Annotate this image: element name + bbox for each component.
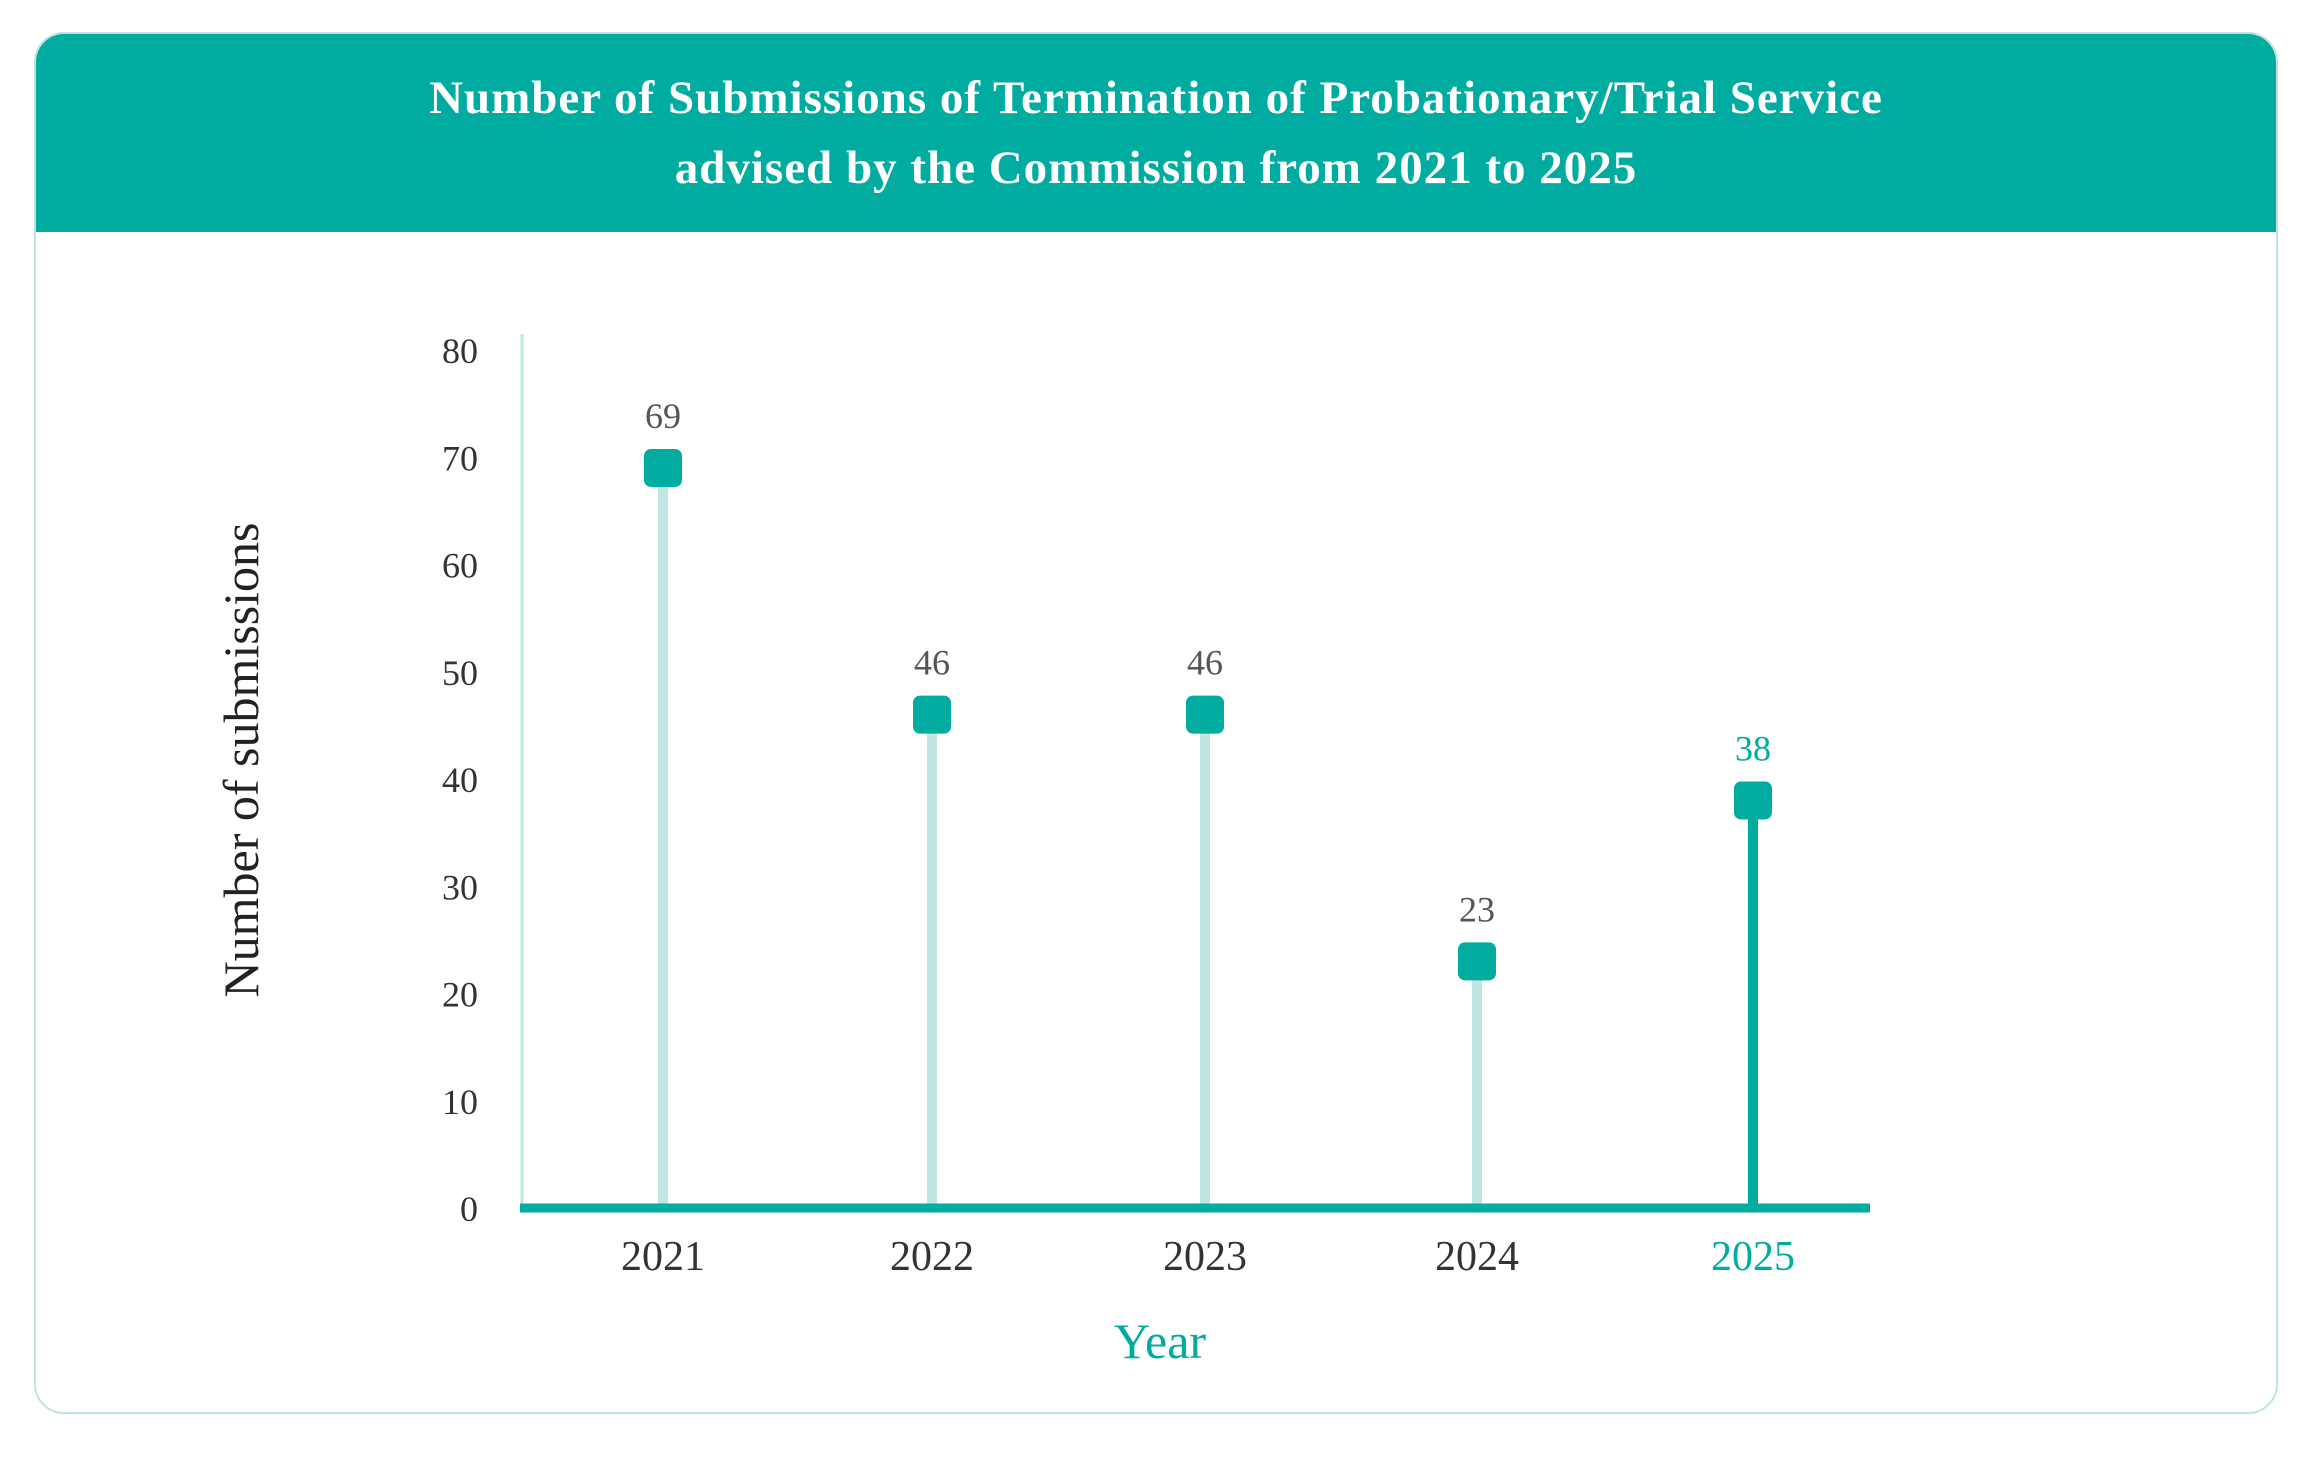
value-label-2025: 38 [1735,728,1771,768]
marker-2021 [644,448,682,487]
value-label-2022: 46 [914,643,950,683]
stems [658,467,1758,1204]
value-label-2023: 46 [1187,643,1223,683]
y-tick-label: 50 [442,653,478,693]
x-axis-ticks: 2021 2022 2023 2024 2025 [621,1234,1795,1280]
marker-2022 [913,695,951,734]
y-tick-label: 40 [442,760,478,800]
x-tick-label-2024: 2024 [1435,1234,1519,1280]
y-tick-label: 70 [442,438,478,478]
x-axis-title: Year [1114,1313,1206,1369]
y-tick-label: 0 [460,1189,478,1229]
y-tick-label: 10 [442,1082,478,1122]
x-tick-label-2023: 2023 [1163,1234,1247,1280]
chart-header: Number of Submissions of Termination of … [36,34,2276,232]
marker-2024 [1458,942,1496,981]
y-tick-label: 60 [442,546,478,586]
y-tick-label: 80 [442,331,478,371]
value-label-2021: 69 [645,396,681,436]
markers [644,448,1772,981]
marker-2025 [1734,781,1772,820]
y-tick-label: 30 [442,867,478,907]
y-axis-ticks: 0 10 20 30 40 50 60 70 80 [442,331,478,1229]
marker-2023 [1186,695,1224,734]
chart-title: Number of Submissions of Termination of … [429,72,1883,194]
y-axis-title: Number of submissions [213,523,269,998]
y-tick-label: 20 [442,975,478,1015]
x-tick-label-2025: 2025 [1711,1234,1795,1280]
chart-card: Number of Submissions of Termination of … [34,32,2278,1414]
value-label-2024: 23 [1459,889,1495,929]
x-tick-label-2021: 2021 [621,1234,705,1280]
x-tick-label-2022: 2022 [890,1234,974,1280]
value-labels: 69 46 46 23 38 [645,396,1771,929]
